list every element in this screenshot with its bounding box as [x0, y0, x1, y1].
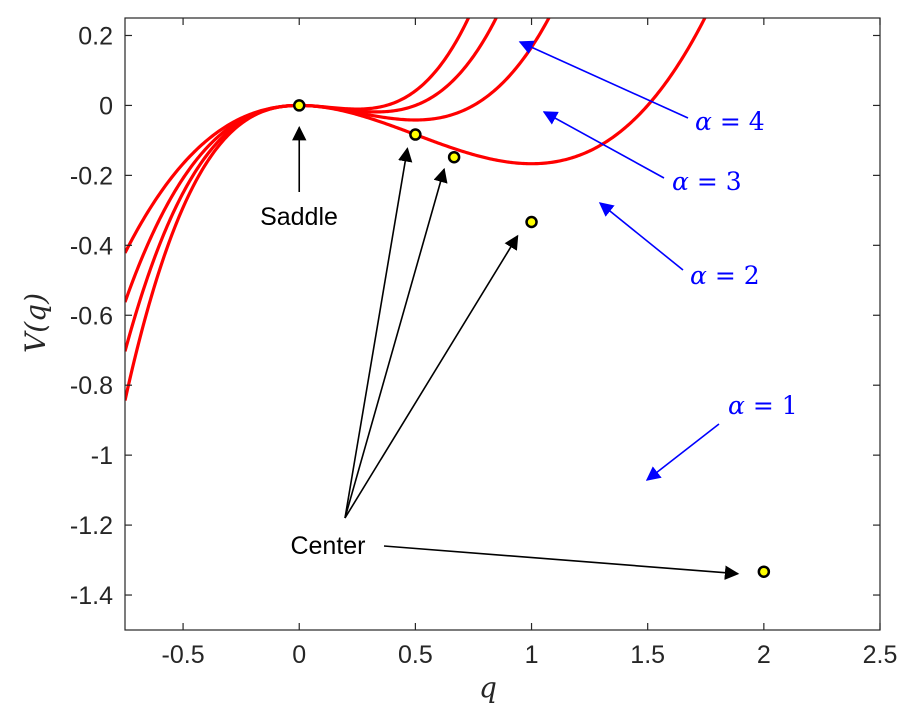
- alpha-label-3: α = 3: [672, 167, 742, 196]
- axis-ticks: -0.5 0 0.5 1 1.5 2 2.5 -1.4 -1.2 -1 -0.8 -0.6 -0.4 -0…: [70, 18, 897, 669]
- alpha-label-1: α = 1: [728, 391, 798, 420]
- x-tick-label: 0.5: [398, 641, 433, 669]
- curve-alpha-4: [125, 18, 471, 401]
- alpha-arrow: [645, 423, 720, 481]
- x-tick-label: 0: [292, 641, 306, 669]
- x-axis-label: q: [479, 671, 497, 704]
- center-arrow: [383, 545, 740, 580]
- plot-area: [125, 18, 880, 630]
- y-axis-label: V(q): [19, 293, 52, 353]
- center-arrow: [344, 167, 448, 519]
- y-tick-label: -0.4: [70, 232, 113, 260]
- alpha-arrow: [598, 202, 684, 271]
- center-arrow: [344, 147, 413, 519]
- center-point: [525, 215, 538, 229]
- alpha-arrow: [518, 40, 689, 119]
- alpha-arrow: [542, 111, 665, 179]
- alpha-labels: α = 1 α = 2 α = 3 α = 4: [518, 40, 798, 481]
- y-tick-label: -1.4: [70, 582, 113, 610]
- saddle-point: [292, 99, 306, 112]
- saddle-label: Saddle: [260, 203, 338, 231]
- alpha-label-4: α = 4: [695, 107, 765, 136]
- y-tick-label: 0: [99, 92, 113, 120]
- center-point: [409, 128, 422, 141]
- equilibrium-markers: [292, 99, 771, 578]
- y-tick-label: -0.6: [70, 302, 113, 330]
- y-tick-label: -0.8: [70, 372, 113, 400]
- annotation-arrows: [292, 125, 740, 580]
- curves-layer: [125, 18, 707, 401]
- x-tick-label: 1: [525, 641, 539, 669]
- x-tick-label: 2: [757, 641, 771, 669]
- center-arrow: [344, 234, 519, 519]
- x-tick-label: 2.5: [863, 641, 898, 669]
- y-tick-label: -1: [91, 442, 113, 470]
- alpha-label-2: α = 2: [690, 261, 760, 290]
- x-tick-label: 1.5: [630, 641, 665, 669]
- axes-box: [124, 17, 881, 631]
- y-tick-label: 0.2: [78, 22, 113, 50]
- center-point: [447, 150, 461, 164]
- center-label: Center: [290, 532, 365, 560]
- y-tick-label: -0.2: [70, 162, 113, 190]
- y-tick-label: -1.2: [70, 512, 113, 540]
- center-point: [757, 565, 771, 578]
- x-tick-label: -0.5: [162, 641, 205, 669]
